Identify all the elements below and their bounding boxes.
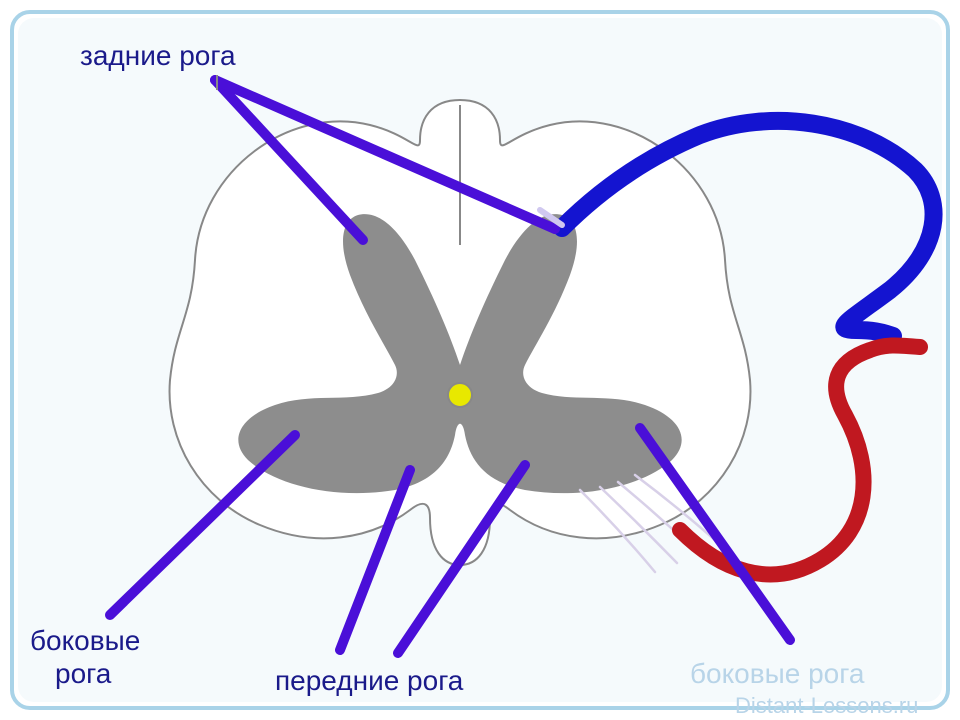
label-lateral-left-2: рога [55, 658, 111, 690]
label-lateral-right: боковые рога [690, 658, 864, 690]
diagram-svg [0, 0, 960, 720]
watermark: Distant-Lessons.ru [735, 693, 918, 719]
label-posterior: задние рога [80, 40, 236, 72]
label-anterior: передние рога [275, 665, 463, 697]
label-lateral-left-1: боковые [30, 625, 140, 657]
central-canal [448, 383, 472, 407]
